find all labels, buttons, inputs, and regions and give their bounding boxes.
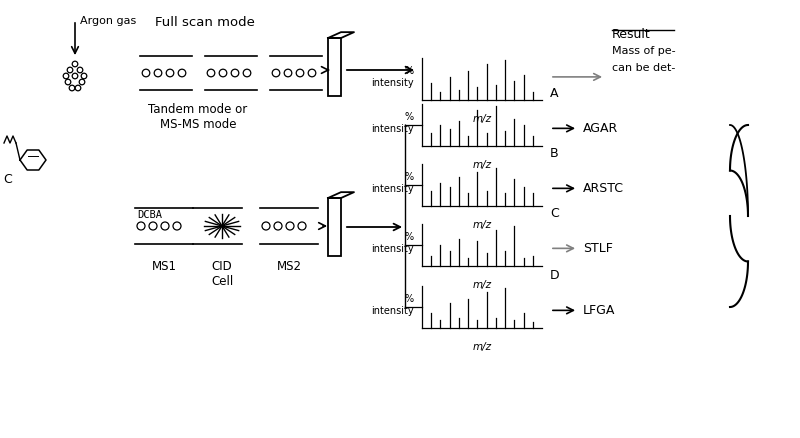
Text: %
intensity: % intensity (371, 172, 414, 194)
FancyBboxPatch shape (328, 198, 341, 256)
Text: m/z: m/z (473, 280, 491, 290)
FancyBboxPatch shape (328, 38, 341, 96)
Text: ARSTC: ARSTC (583, 182, 624, 195)
Text: C: C (3, 173, 12, 186)
Text: m/z: m/z (473, 220, 491, 230)
Text: %
intensity: % intensity (371, 112, 414, 134)
Text: MS2: MS2 (277, 260, 302, 273)
Text: C: C (550, 207, 558, 220)
Text: m/z: m/z (473, 342, 491, 352)
Text: Mass of pe-: Mass of pe- (612, 46, 676, 56)
Text: m/z: m/z (473, 114, 491, 124)
Text: STLF: STLF (583, 242, 613, 255)
Text: %
intensity: % intensity (371, 232, 414, 254)
Text: %
intensity: % intensity (371, 294, 414, 316)
Text: A: A (550, 87, 558, 100)
Text: m/z: m/z (473, 160, 491, 170)
Text: AGAR: AGAR (583, 122, 618, 135)
Text: %
intensity: % intensity (371, 66, 414, 88)
Text: can be det-: can be det- (612, 63, 675, 73)
Text: CID
Cell: CID Cell (211, 260, 233, 288)
Text: LFGA: LFGA (583, 304, 615, 317)
Text: Argon gas: Argon gas (80, 16, 136, 26)
Text: DCBA: DCBA (137, 210, 162, 220)
Text: Tandem mode or
MS-MS mode: Tandem mode or MS-MS mode (148, 103, 248, 131)
Text: D: D (550, 269, 560, 282)
Text: Full scan mode: Full scan mode (155, 16, 255, 29)
Text: Result: Result (612, 28, 650, 41)
Text: B: B (550, 147, 558, 160)
Text: MS1: MS1 (151, 260, 177, 273)
